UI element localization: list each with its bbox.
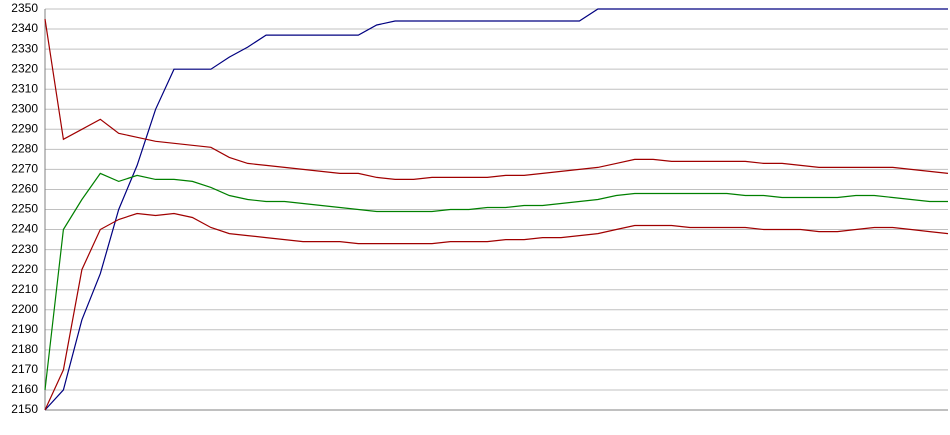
y-tick-label: 2300	[11, 101, 38, 115]
y-tick-label: 2200	[11, 302, 38, 316]
y-tick-label: 2290	[11, 121, 38, 135]
y-tick-label: 2280	[11, 142, 38, 156]
series-line	[44, 18, 949, 180]
y-tick-label: 2160	[11, 382, 38, 396]
y-tick-label: 2270	[11, 162, 38, 176]
series-line	[44, 212, 949, 411]
y-tick-label: 2250	[11, 202, 38, 216]
y-tick-label: 2330	[11, 41, 38, 55]
y-tick-label: 2340	[11, 21, 38, 35]
series-line	[44, 8, 948, 411]
y-tick-label: 2310	[11, 81, 38, 95]
y-tick-label: 2170	[11, 362, 38, 376]
y-tick-label: 2180	[11, 342, 38, 356]
y-tick-label: 2210	[11, 282, 38, 296]
y-tick-label: 2240	[11, 222, 38, 236]
y-tick-label: 2350	[11, 1, 38, 15]
y-tick-label: 2260	[11, 182, 38, 196]
y-tick-label: 2320	[11, 61, 38, 75]
y-tick-label: 2190	[11, 322, 38, 336]
y-tick-label: 2220	[11, 262, 38, 276]
y-tick-label: 2230	[11, 242, 38, 256]
series-line	[44, 172, 948, 390]
y-tick-label: 2150	[11, 402, 38, 416]
